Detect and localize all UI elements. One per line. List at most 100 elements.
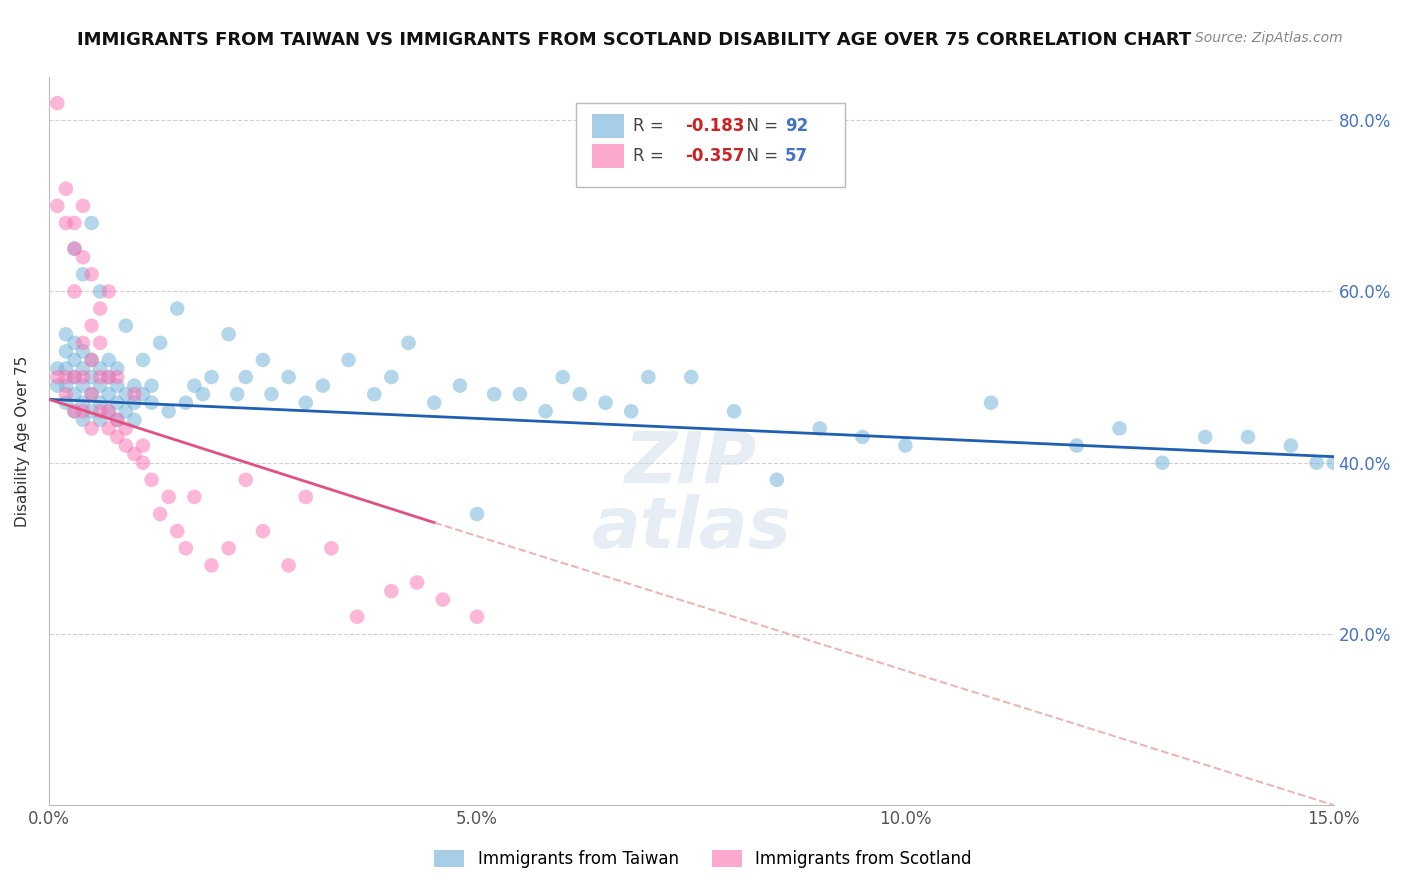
Point xyxy=(124,413,146,427)
Point xyxy=(157,490,180,504)
Point xyxy=(166,301,188,316)
Point xyxy=(72,370,94,384)
Text: -0.183: -0.183 xyxy=(685,117,744,135)
Point xyxy=(55,395,77,409)
Point xyxy=(72,250,94,264)
Point xyxy=(89,335,111,350)
Point xyxy=(105,395,128,409)
FancyBboxPatch shape xyxy=(575,103,845,186)
Point xyxy=(55,182,77,196)
Text: ZIP: ZIP xyxy=(626,428,758,498)
Point xyxy=(115,438,138,452)
Point xyxy=(97,404,120,418)
Text: Source: ZipAtlas.com: Source: ZipAtlas.com xyxy=(1195,31,1343,45)
Point xyxy=(72,268,94,282)
Point xyxy=(55,344,77,359)
Point xyxy=(200,370,222,384)
Point xyxy=(294,490,316,504)
Point xyxy=(620,404,643,418)
Point xyxy=(55,387,77,401)
Point xyxy=(183,490,205,504)
Point xyxy=(105,361,128,376)
Point xyxy=(132,438,155,452)
Point xyxy=(72,335,94,350)
Point xyxy=(80,370,103,384)
Point xyxy=(1305,456,1327,470)
Text: R =: R = xyxy=(633,117,669,135)
Point xyxy=(105,413,128,427)
Point xyxy=(63,216,86,230)
Point xyxy=(141,378,163,392)
Point xyxy=(97,353,120,368)
Point xyxy=(55,378,77,392)
Point xyxy=(312,378,335,392)
Point xyxy=(72,395,94,409)
Point xyxy=(321,541,343,556)
Point xyxy=(46,370,69,384)
Point xyxy=(218,541,240,556)
Point xyxy=(63,387,86,401)
Point xyxy=(63,404,86,418)
Point xyxy=(595,395,617,409)
Point xyxy=(72,361,94,376)
Point xyxy=(97,370,120,384)
Point xyxy=(55,327,77,342)
Point xyxy=(132,387,155,401)
Point xyxy=(105,413,128,427)
Point xyxy=(72,378,94,392)
Point xyxy=(252,353,274,368)
Point xyxy=(1108,421,1130,435)
Point xyxy=(55,361,77,376)
Point xyxy=(105,370,128,384)
Point xyxy=(132,456,155,470)
Text: 92: 92 xyxy=(785,117,808,135)
Point xyxy=(894,438,917,452)
Point xyxy=(89,378,111,392)
Point xyxy=(63,242,86,256)
Point xyxy=(89,404,111,418)
Point xyxy=(1323,456,1346,470)
Point xyxy=(115,404,138,418)
Point xyxy=(72,199,94,213)
Text: N =: N = xyxy=(737,147,783,165)
Point xyxy=(1279,438,1302,452)
Point xyxy=(406,575,429,590)
Point xyxy=(124,447,146,461)
Point xyxy=(346,609,368,624)
Point xyxy=(80,404,103,418)
Point xyxy=(363,387,385,401)
Point xyxy=(124,378,146,392)
Point xyxy=(766,473,789,487)
Point xyxy=(637,370,659,384)
Point xyxy=(851,430,873,444)
Point xyxy=(55,216,77,230)
Point xyxy=(277,558,299,573)
Point xyxy=(80,387,103,401)
Point xyxy=(115,421,138,435)
Point xyxy=(980,395,1002,409)
Point xyxy=(551,370,574,384)
Point xyxy=(235,473,257,487)
Point xyxy=(141,473,163,487)
Point xyxy=(89,361,111,376)
Point xyxy=(723,404,745,418)
Point xyxy=(80,318,103,333)
Point xyxy=(183,378,205,392)
Bar xyxy=(592,114,624,138)
Point xyxy=(260,387,283,401)
Point xyxy=(63,370,86,384)
Text: R =: R = xyxy=(633,147,669,165)
Point xyxy=(46,199,69,213)
Point xyxy=(132,353,155,368)
Point xyxy=(157,404,180,418)
Point xyxy=(398,335,420,350)
Point xyxy=(46,361,69,376)
Point xyxy=(80,387,103,401)
Point xyxy=(166,524,188,538)
Legend: Immigrants from Taiwan, Immigrants from Scotland: Immigrants from Taiwan, Immigrants from … xyxy=(426,842,980,877)
Point xyxy=(97,285,120,299)
Bar xyxy=(592,145,624,169)
Point xyxy=(63,404,86,418)
Point xyxy=(46,378,69,392)
Point xyxy=(80,353,103,368)
